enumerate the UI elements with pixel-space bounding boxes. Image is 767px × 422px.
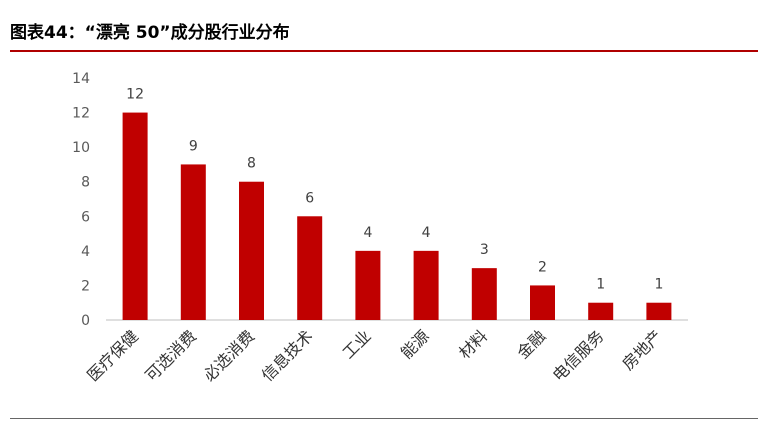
category-label: 医疗保健 — [83, 326, 142, 385]
x-axis: 医疗保健 可选消费 必选消费 信息技术 工业 能源 材料 金融 电信服务 房地产 — [83, 326, 666, 385]
y-tick-label: 8 — [81, 175, 90, 191]
y-axis: 0 2 4 6 8 10 12 14 — [72, 71, 90, 329]
category-label: 电信服务 — [549, 326, 608, 385]
category-label: 能源 — [397, 326, 433, 362]
category-label: 房地产 — [618, 326, 665, 373]
category-label: 材料 — [455, 326, 491, 362]
data-label: 1 — [596, 277, 605, 293]
bar — [122, 112, 148, 320]
bar — [355, 250, 381, 320]
bar — [646, 302, 672, 320]
bar — [180, 164, 206, 320]
bottom-divider — [10, 418, 758, 419]
bar — [297, 216, 323, 320]
y-tick-label: 6 — [81, 209, 90, 225]
data-label: 1 — [654, 277, 663, 293]
category-label: 信息技术 — [258, 326, 317, 385]
category-label: 金融 — [513, 326, 549, 362]
data-label: 2 — [538, 259, 547, 275]
data-labels: 12 9 8 6 4 4 3 2 1 1 — [126, 87, 663, 293]
y-tick-label: 12 — [72, 106, 90, 122]
bars — [122, 112, 672, 320]
data-label: 4 — [422, 225, 431, 241]
bar — [239, 181, 264, 320]
y-tick-label: 4 — [81, 244, 90, 260]
category-label: 工业 — [339, 326, 375, 362]
bar — [530, 285, 555, 320]
chart-title: 图表44：“漂亮 50”成分股行业分布 — [10, 23, 290, 43]
bar — [588, 302, 614, 320]
data-label: 6 — [305, 190, 314, 206]
y-tick-label: 0 — [81, 313, 90, 329]
y-tick-label: 14 — [72, 71, 90, 87]
category-label: 可选消费 — [141, 326, 200, 385]
y-tick-label: 10 — [72, 140, 90, 156]
y-tick-label: 2 — [81, 278, 90, 294]
data-label: 9 — [189, 138, 198, 154]
data-label: 8 — [247, 156, 256, 172]
data-label: 4 — [363, 225, 372, 241]
bar — [471, 268, 497, 320]
data-label: 12 — [126, 87, 144, 103]
title-divider — [10, 50, 758, 52]
bar — [413, 250, 439, 320]
category-label: 必选消费 — [200, 326, 259, 385]
data-label: 3 — [480, 242, 489, 258]
